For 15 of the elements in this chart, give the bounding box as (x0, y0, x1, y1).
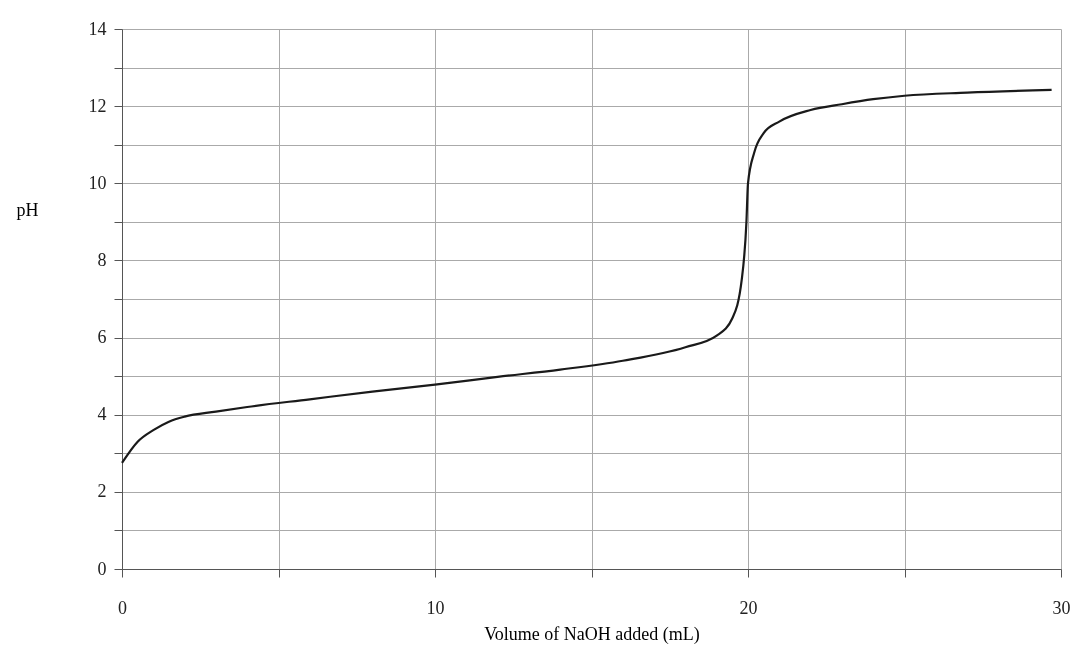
y-tick-label: 6 (97, 327, 107, 348)
x-tick-label: 10 (426, 597, 445, 618)
x-tick-label: 0 (118, 597, 127, 618)
y-axis-title: pH (16, 199, 39, 220)
y-tick-label: 8 (97, 249, 107, 270)
x-tick-label: 20 (739, 597, 758, 618)
y-tick-label: 4 (97, 404, 107, 425)
y-tick-label: 14 (88, 18, 107, 39)
y-tick-label: 2 (97, 481, 107, 502)
y-tick-label: 12 (88, 95, 107, 116)
y-tick-label: 0 (97, 558, 107, 579)
y-tick-label: 10 (88, 172, 107, 193)
x-tick-label: 30 (1052, 597, 1071, 618)
line-series (120, 88, 1053, 465)
x-axis-title: Volume of NaOH added (mL) (484, 623, 700, 645)
